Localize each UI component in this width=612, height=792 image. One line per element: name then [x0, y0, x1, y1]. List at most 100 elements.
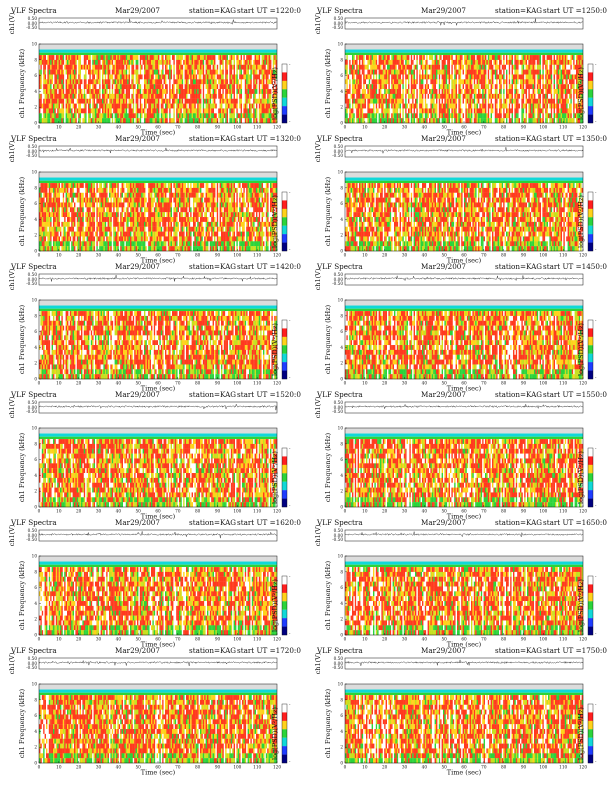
spectrum-cell	[246, 55, 248, 61]
spectrum-cell	[346, 84, 348, 90]
spectrum-cell	[109, 89, 111, 95]
spectrum-cell	[539, 64, 542, 70]
spectrum-cell	[260, 108, 262, 114]
spectrum-cell	[169, 108, 171, 114]
spectrum-cell	[207, 64, 209, 70]
spectrum-cell	[167, 103, 170, 109]
spectrum-cell	[510, 55, 512, 61]
spectrum-cell	[261, 103, 264, 109]
spectrum-cell	[256, 113, 258, 119]
spectrum-cell	[57, 79, 59, 85]
spectrum-cell	[536, 79, 539, 85]
spectrum-cell	[525, 113, 528, 119]
spectrum-cell	[377, 113, 379, 119]
spectrum-cell	[440, 74, 442, 80]
spectrum-cell	[436, 98, 438, 104]
spectrum-cell	[378, 113, 381, 119]
spectrum-cell	[200, 64, 202, 70]
spectrum-cell	[132, 89, 135, 95]
spectrum-cell	[458, 74, 460, 80]
waveform-trace	[344, 18, 584, 26]
spectrum-cell	[251, 89, 254, 95]
spectrum-cell	[499, 108, 501, 114]
spectrum-cell	[244, 98, 247, 104]
spectrum-cell	[118, 79, 121, 85]
spectrum-cell	[180, 108, 182, 114]
spectrum-cell	[226, 79, 229, 85]
spectrum-cell	[120, 59, 122, 65]
spectrum-cell	[476, 59, 479, 65]
spectrum-cell	[114, 79, 117, 85]
spectrum-cell	[142, 103, 145, 109]
spectrum-cell	[377, 59, 379, 65]
spectrum-cell	[151, 89, 153, 95]
spectrum-cell	[553, 103, 556, 109]
spectrum-cell	[382, 74, 385, 80]
spectrum-cell	[151, 69, 153, 75]
trace-frame	[38, 17, 278, 30]
spectrum-cell	[437, 55, 439, 61]
spectrum-cell	[267, 108, 269, 114]
spectrum-cell	[436, 55, 438, 61]
spectrum-cell	[398, 118, 400, 124]
spectrum-cell	[524, 59, 526, 65]
spectrum-cell	[89, 74, 91, 80]
spectrum-cell	[527, 64, 529, 70]
spectrum-cell	[581, 113, 584, 119]
spectrum-cell	[39, 197, 41, 203]
spectrum-cell	[427, 55, 430, 61]
spectrum-cell	[374, 113, 376, 119]
spectrum-cell	[380, 64, 382, 70]
spectrum-cell	[552, 79, 554, 85]
spectrum-cell	[483, 89, 486, 95]
spectrum-cell	[504, 93, 507, 99]
spectrum-cell	[475, 79, 477, 85]
spectrum-cell	[423, 118, 425, 124]
spectrum-cell	[359, 55, 361, 61]
spectrum-cell	[389, 118, 392, 124]
spectrum-cell	[455, 84, 458, 90]
spectrum-cell	[387, 79, 389, 85]
spectrum-cell	[388, 108, 390, 114]
spectrogram-panel: VLF Spectra Mar29/2007 station=KAG start UT…	[312, 6, 607, 137]
spectrum-cell	[142, 64, 145, 70]
spectrum-cell	[44, 187, 47, 193]
spectrum-cell	[184, 59, 187, 65]
spectrum-cell	[486, 69, 488, 75]
spectrum-cell	[222, 84, 224, 90]
spectrum-cell	[51, 74, 54, 80]
spectrum-cell	[183, 79, 185, 85]
spectrum-cell	[43, 202, 45, 208]
spectrum-cell	[104, 55, 107, 61]
spectrum-cell	[58, 84, 61, 90]
spectrum-cell	[138, 113, 140, 119]
spectrum-cell	[93, 69, 96, 75]
spectrum-cell	[137, 98, 139, 104]
spectrum-cell	[104, 113, 107, 119]
spectrum-cell	[102, 118, 104, 124]
spectrum-cell	[169, 89, 171, 95]
spectrum-cell	[61, 118, 63, 124]
y-axis-label: ch1 Frequency (kHz)	[324, 48, 332, 118]
spectrum-cell	[489, 113, 491, 119]
spectrum-cell	[578, 118, 581, 124]
spectrum-cell	[69, 74, 72, 80]
spectrum-cell	[215, 74, 217, 80]
spectrum-cell	[373, 103, 375, 109]
spectrum-cell	[518, 84, 521, 90]
spectrum-cell	[40, 221, 42, 227]
spectrum-cell	[548, 103, 550, 109]
spectrum-cell	[485, 84, 487, 90]
spectrum-cell	[102, 69, 104, 75]
spectrum-cell	[138, 69, 140, 75]
spectrum-cell	[465, 59, 467, 65]
spectrum-cell	[578, 108, 581, 114]
spectrum-cell	[233, 84, 236, 90]
spectrum-cell	[197, 69, 199, 75]
spectrum-cell	[151, 113, 153, 119]
spectrum-cell	[549, 74, 551, 80]
spectrum-cell	[226, 55, 229, 61]
spectrum-cell	[563, 79, 565, 85]
spectrum-cell	[431, 89, 434, 95]
spectrum-cell	[577, 69, 579, 75]
